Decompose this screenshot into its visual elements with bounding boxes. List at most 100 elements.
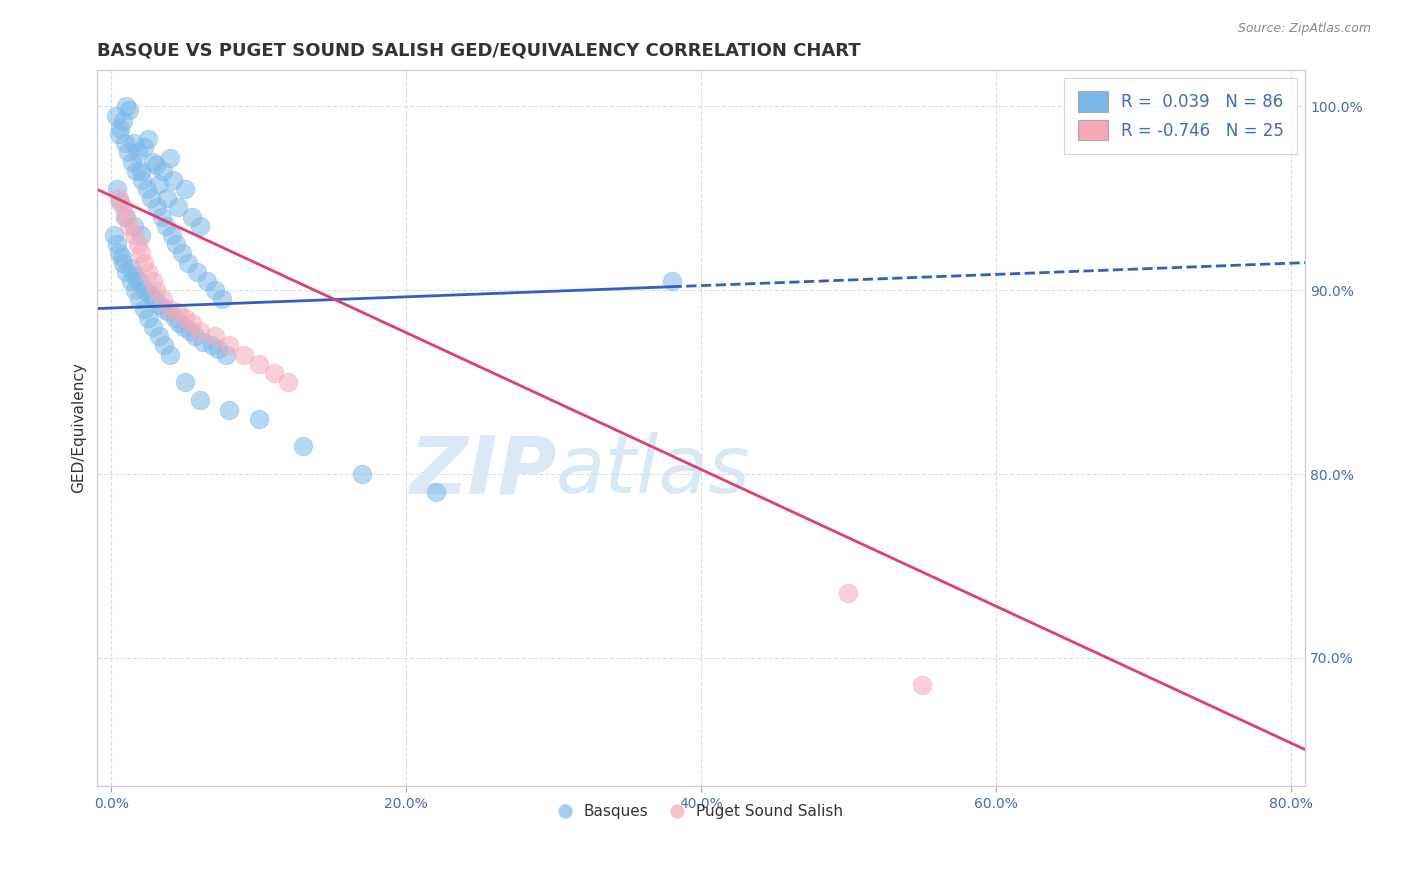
Text: atlas: atlas [555, 432, 751, 510]
Point [165, 237, 187, 252]
Point [107, 246, 129, 260]
Point [156, 191, 179, 205]
Point [107, 127, 129, 141]
Point [167, 316, 190, 330]
Point [195, 274, 218, 288]
Point [112, 201, 135, 215]
Point [110, 121, 132, 136]
Point [350, 467, 373, 481]
Point [132, 301, 155, 316]
Point [105, 182, 128, 196]
Point [136, 265, 159, 279]
Point [129, 163, 152, 178]
Point [114, 136, 136, 151]
Legend: Basques, Puget Sound Salish: Basques, Puget Sound Salish [553, 798, 849, 825]
Point [173, 320, 195, 334]
Point [218, 338, 240, 352]
Point [118, 219, 141, 233]
Point [188, 393, 211, 408]
Text: ZIP: ZIP [409, 432, 555, 510]
Point [142, 154, 165, 169]
Point [159, 347, 181, 361]
Point [142, 274, 165, 288]
Point [125, 163, 148, 178]
Point [174, 310, 197, 325]
Point [207, 342, 229, 356]
Point [911, 678, 934, 692]
Point [153, 338, 176, 352]
Point [215, 347, 238, 361]
Point [837, 586, 859, 600]
Point [149, 298, 172, 312]
Point [166, 305, 188, 319]
Point [263, 366, 285, 380]
Point [211, 293, 233, 307]
Point [160, 228, 183, 243]
Point [122, 228, 145, 243]
Point [143, 293, 166, 307]
Point [152, 163, 174, 178]
Point [148, 329, 170, 343]
Point [162, 173, 184, 187]
Point [118, 103, 141, 117]
Point [247, 412, 270, 426]
Point [188, 219, 211, 233]
Y-axis label: GED/Equivalency: GED/Equivalency [72, 363, 86, 493]
Point [132, 255, 155, 269]
Point [105, 237, 128, 252]
Point [204, 283, 226, 297]
Point [166, 201, 188, 215]
Point [129, 228, 152, 243]
Point [150, 210, 173, 224]
Point [159, 151, 181, 165]
Point [128, 274, 150, 288]
Point [107, 191, 129, 205]
Point [148, 177, 170, 191]
Point [141, 191, 163, 205]
Point [191, 334, 214, 349]
Point [174, 182, 197, 196]
Point [157, 305, 180, 319]
Point [115, 265, 138, 279]
Point [186, 265, 208, 279]
Text: Source: ZipAtlas.com: Source: ZipAtlas.com [1237, 22, 1371, 36]
Point [120, 261, 142, 276]
Point [115, 210, 138, 224]
Point [159, 301, 181, 316]
Point [124, 283, 146, 297]
Point [145, 158, 167, 172]
Point [122, 219, 145, 233]
Point [112, 255, 135, 269]
Point [292, 439, 315, 453]
Point [425, 485, 447, 500]
Text: BASQUE VS PUGET SOUND SALISH GED/EQUIVALENCY CORRELATION CHART: BASQUE VS PUGET SOUND SALISH GED/EQUIVAL… [97, 42, 860, 60]
Point [218, 402, 240, 417]
Point [661, 274, 683, 288]
Point [142, 320, 165, 334]
Point [163, 310, 186, 325]
Point [110, 194, 132, 209]
Point [233, 347, 256, 361]
Point [177, 255, 200, 269]
Point [121, 154, 143, 169]
Point [114, 210, 136, 224]
Point [127, 145, 149, 160]
Point [136, 310, 159, 325]
Point [204, 329, 226, 343]
Point [129, 246, 152, 260]
Point [152, 293, 174, 307]
Point [124, 268, 146, 283]
Point [132, 140, 155, 154]
Point [112, 114, 135, 128]
Point [134, 283, 156, 297]
Point [145, 283, 167, 297]
Point [122, 136, 145, 151]
Point [104, 109, 127, 123]
Point [111, 250, 134, 264]
Point [172, 246, 194, 260]
Point [136, 132, 159, 146]
Point [181, 316, 204, 330]
Point [277, 375, 299, 389]
Point [153, 301, 176, 316]
Point [120, 274, 142, 288]
